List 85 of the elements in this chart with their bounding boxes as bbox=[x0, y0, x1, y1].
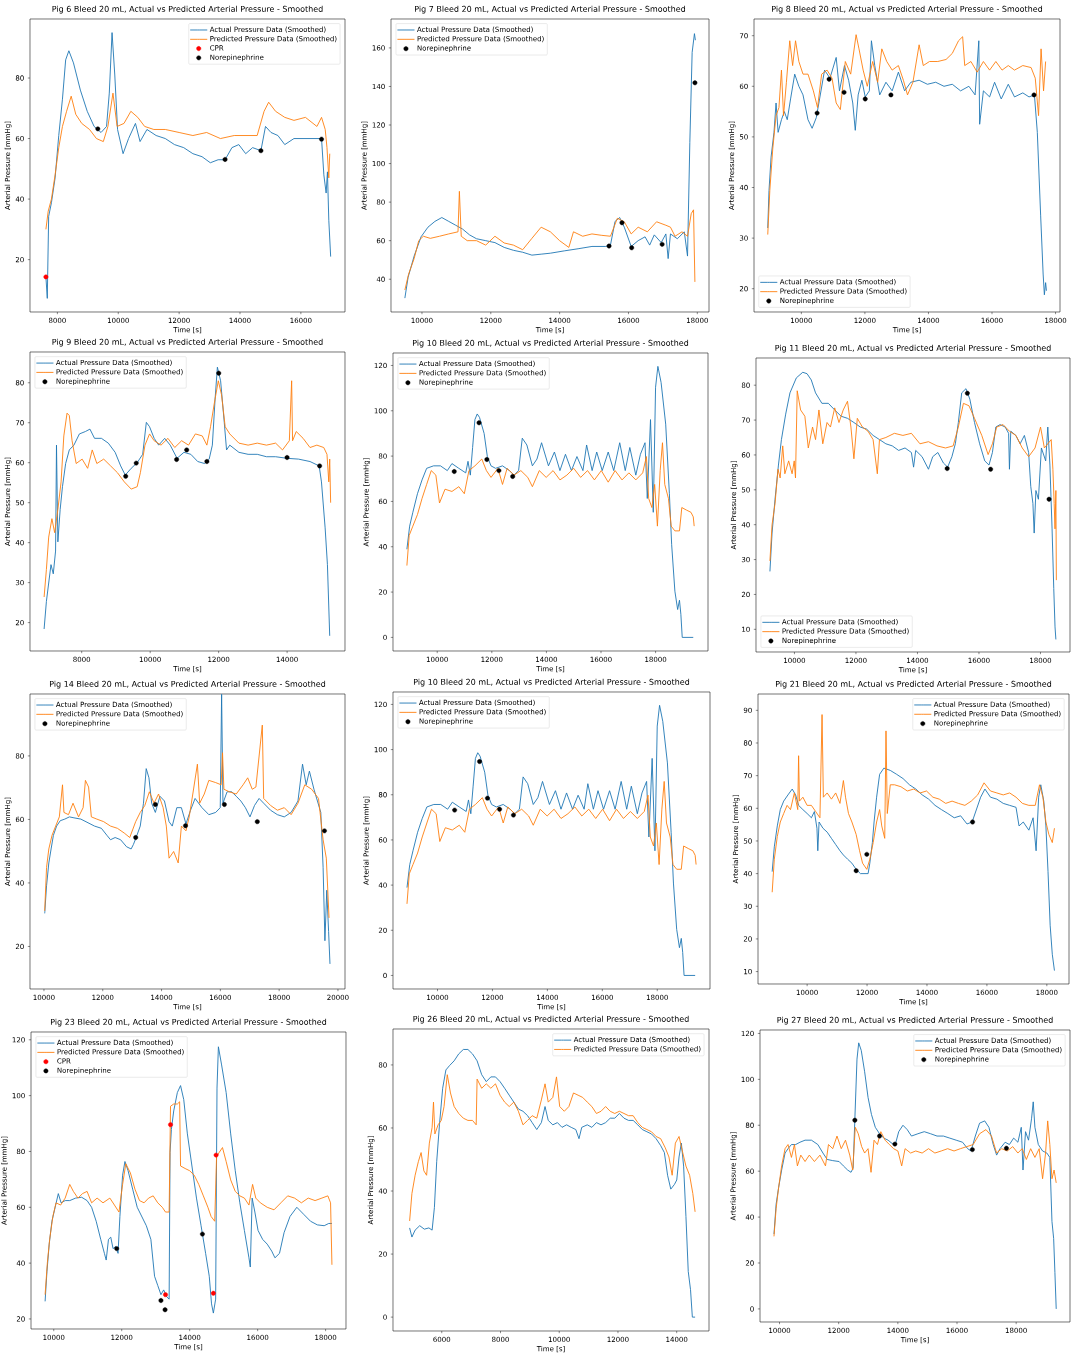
point bbox=[152, 802, 158, 807]
line-series bbox=[406, 365, 694, 638]
line-series bbox=[769, 390, 1057, 581]
point bbox=[213, 1152, 219, 1158]
point bbox=[1046, 496, 1052, 502]
point bbox=[284, 455, 290, 460]
line-series bbox=[404, 190, 696, 291]
point bbox=[184, 447, 190, 453]
point bbox=[317, 463, 323, 469]
point bbox=[864, 851, 870, 857]
point bbox=[133, 835, 139, 840]
point bbox=[619, 220, 625, 226]
line-series bbox=[409, 1074, 696, 1222]
point bbox=[814, 110, 820, 116]
point bbox=[222, 157, 228, 162]
point bbox=[43, 274, 49, 280]
point bbox=[826, 76, 832, 82]
point bbox=[200, 1231, 205, 1237]
point bbox=[477, 759, 482, 764]
point bbox=[969, 1147, 975, 1152]
point bbox=[210, 1290, 216, 1296]
chart-title: Pig 10 Bleed 20 mL, Actual vs Predicted Arterial Pressure - Smoothed bbox=[413, 678, 690, 687]
point bbox=[484, 457, 490, 462]
point bbox=[452, 807, 458, 813]
point bbox=[476, 420, 482, 426]
point bbox=[254, 819, 260, 825]
line-series bbox=[44, 1101, 333, 1296]
point bbox=[970, 819, 975, 825]
point bbox=[852, 1117, 858, 1123]
line-series bbox=[406, 780, 697, 905]
line-series bbox=[767, 34, 1047, 236]
point bbox=[114, 1246, 120, 1251]
point bbox=[204, 459, 210, 464]
line-series bbox=[406, 704, 696, 976]
point bbox=[511, 812, 516, 818]
point bbox=[485, 795, 490, 801]
point bbox=[168, 1122, 173, 1128]
point bbox=[163, 1292, 168, 1298]
point bbox=[510, 474, 516, 479]
point bbox=[944, 466, 950, 471]
point bbox=[496, 468, 502, 474]
chart-title: Pig 11 Bleed 20 mL, Actual vs Predicted Arterial Pressure - Smoothed bbox=[775, 344, 1051, 353]
point bbox=[1004, 1145, 1009, 1151]
point bbox=[877, 1133, 882, 1139]
point bbox=[692, 80, 698, 86]
point bbox=[659, 241, 665, 247]
chart-title: Pig 27 Bleed 20 mL, Actual vs Predicted Arterial Pressure - Smoothed bbox=[777, 1016, 1053, 1025]
point bbox=[162, 1307, 168, 1313]
point bbox=[988, 466, 994, 472]
point bbox=[451, 469, 457, 474]
line-series bbox=[404, 33, 696, 299]
point bbox=[183, 823, 188, 829]
chart-title: Pig 26 Bleed 20 mL, Actual vs Predicted Arterial Pressure - Smoothed bbox=[413, 1015, 689, 1024]
chart-title: Pig 6 Bleed 20 mL, Actual vs Predicted Arterial Pressure - Smoothed bbox=[52, 5, 323, 14]
chart-title: Pig 9 Bleed 20 mL, Actual vs Predicted Arterial Pressure - Smoothed bbox=[52, 338, 323, 347]
chart-title: Pig 21 Bleed 20 mL, Actual vs Predicted Arterial Pressure - Smoothed bbox=[775, 680, 1052, 689]
line-series bbox=[43, 380, 332, 598]
point bbox=[322, 828, 327, 834]
point bbox=[841, 89, 847, 95]
point bbox=[123, 473, 129, 479]
point bbox=[319, 136, 324, 142]
point bbox=[133, 460, 139, 466]
point bbox=[892, 1141, 898, 1147]
point bbox=[629, 245, 635, 251]
point bbox=[216, 370, 222, 376]
point bbox=[1031, 92, 1037, 98]
point bbox=[158, 1298, 164, 1303]
point bbox=[174, 457, 180, 462]
point bbox=[964, 390, 970, 396]
point bbox=[258, 148, 264, 154]
point bbox=[862, 96, 868, 102]
line-series bbox=[767, 40, 1047, 296]
chart-title: Pig 23 Bleed 20 mL, Actual vs Predicted Arterial Pressure - Smoothed bbox=[50, 1018, 327, 1027]
chart-title: Pig 14 Bleed 20 mL, Actual vs Predicted Arterial Pressure - Smoothed bbox=[49, 680, 326, 689]
chart-title: Pig 8 Bleed 20 mL, Actual vs Predicted Arterial Pressure - Smoothed bbox=[772, 5, 1043, 14]
point bbox=[95, 126, 101, 132]
chart-title: Pig 7 Bleed 20 mL, Actual vs Predicted Arterial Pressure - Smoothed bbox=[415, 5, 686, 14]
point bbox=[221, 802, 227, 807]
line-series bbox=[406, 442, 695, 567]
point bbox=[606, 243, 612, 249]
point bbox=[497, 806, 502, 812]
line-series bbox=[773, 1120, 1057, 1237]
chart-title: Pig 10 Bleed 20 mL, Actual vs Predicted Arterial Pressure - Smoothed bbox=[412, 339, 689, 348]
point bbox=[888, 92, 894, 98]
point bbox=[853, 868, 859, 874]
